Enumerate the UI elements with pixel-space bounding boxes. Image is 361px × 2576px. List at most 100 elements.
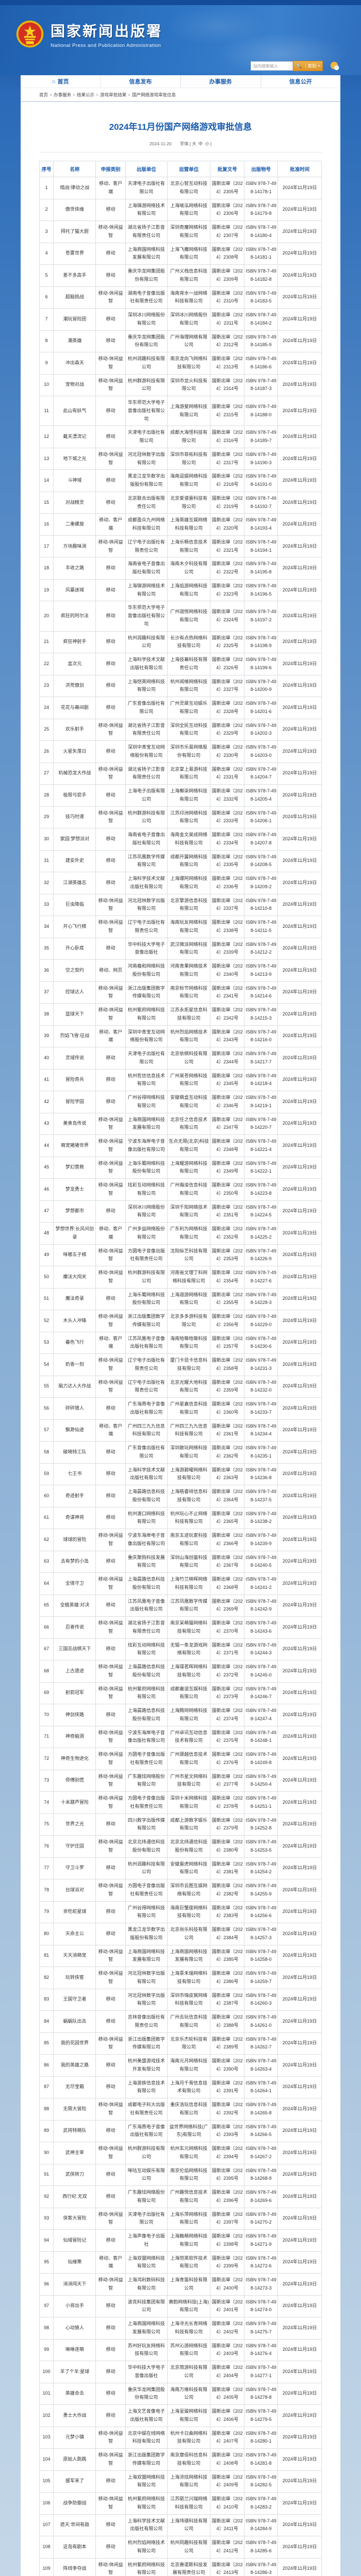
col-approve-date: 2024年11月19日 (277, 2448, 322, 2471)
nav-item-label: 首页 (57, 79, 69, 85)
col-approve-date: 2024年11月19日 (277, 513, 322, 536)
col-publisher: 杭州润趣科技有限公司 (125, 352, 168, 375)
col-approval-no: 国新出审〔2024〕2374号 (210, 1704, 245, 1726)
table-row: 85 我的花园世界 移动-休闲益智 浙江出版集团数字传媒有限公司 北京乐杰轮科技有限公司… (39, 2032, 322, 2055)
col-isbn: ISBN 978-7-498-14213-9 (244, 959, 278, 982)
col-category: 移动-休闲益智 (95, 1748, 126, 1770)
col-isbn: ISBN 978-7-498-14193-4 (244, 513, 278, 536)
search-input[interactable] (251, 61, 293, 71)
col-approval-no: 国新出审〔2024〕2306号 (210, 198, 245, 221)
col-operator: 深圳山海创量科技有限公司 (167, 1550, 211, 1573)
col-publisher: 广州谷得网络科技有限公司 (125, 1901, 168, 1923)
col-publisher: 华东师范大学电子音像出版社有限公司 (125, 601, 168, 632)
col-publisher: 成都盈众九州网络科技有限公司 (125, 513, 168, 536)
table-row: 57 飘渺仙途 移动、客户端 广州四三九九信息科技有限公司 广州四三九九信息科技有限公司… (39, 1419, 322, 1442)
col-no: 86 (39, 2054, 54, 2077)
col-no: 42 (39, 1091, 54, 1113)
col-approve-date: 2024年11月19日 (277, 1704, 322, 1726)
col-isbn: ISBN 978-7-498-14208-5 (244, 850, 278, 872)
col-publisher: 方圆电子音像出版社有限责任公司 (125, 1748, 168, 1770)
col-category: 移动 (95, 1704, 126, 1726)
col-category: 移动-休闲益智 (95, 2142, 126, 2164)
col-no: 31 (39, 850, 54, 872)
col-operator: 江苏印洲网络科技有限公司 (167, 806, 211, 828)
nav-item-信息发布[interactable]: 信息发布 (101, 75, 181, 88)
col-approve-date: 2024年11月19日 (277, 916, 322, 938)
col-publisher: 华中科技大学电子音像出版社 (125, 937, 168, 960)
col-approval-no: 国新出审〔2024〕2344号 (210, 1047, 245, 1070)
col-name: 梦龙勇士 (53, 1178, 96, 1201)
col-approve-date: 2024年11月19日 (277, 828, 322, 851)
col-publisher: 杭州紫府网络科技有限公司 (125, 2557, 168, 2576)
breadcrumb-sep: > (50, 92, 52, 97)
col-isbn: ISBN 978-7-498-14202-3 (244, 718, 278, 741)
col-approve-date: 2024年11月19日 (277, 806, 322, 828)
nav-item-办事服务[interactable]: 办事服务 (180, 75, 261, 88)
col-approve-date: 2024年11月19日 (277, 1419, 322, 1442)
font-size-medium[interactable]: 中 (198, 141, 203, 146)
col-name: 潮玩冒险团 (53, 308, 96, 331)
table-row: 20 疯狂的阿尔法 移动 华东师范大学电子音像出版社有限公司 广州迦悦网络科技有限公司国… (39, 601, 322, 632)
col-name: 拜托了猫大厨 (53, 221, 96, 243)
col-no: 65 (39, 1594, 54, 1617)
col-approval-no: 国新出审〔2024〕2365号 (210, 1506, 245, 1529)
col-name: 地下城之光 (53, 447, 96, 470)
col-isbn: ISBN 978-7-498-14282-5 (244, 2470, 278, 2493)
col-operator: 北京掌上易游科技有限公司 (167, 762, 211, 785)
breadcrumb-item[interactable]: 游戏审批结果 (100, 92, 126, 97)
breadcrumb-item[interactable]: 首页 (39, 92, 48, 97)
col-isbn: ISBN 978-7-498-14257-3 (244, 1923, 278, 1945)
site-brand[interactable]: 国家新闻出版署 National Press and Publication A… (15, 20, 162, 48)
nav-item-首页[interactable]: ⌂ 首页 (21, 75, 101, 88)
table-row: 109 阵线争夺战 移动-休闲益智 杭州紫府网络科技有限公司 北京赛诺斯科技发展有限责任… (39, 2557, 322, 2576)
site-title-cn: 国家新闻出版署 (51, 23, 163, 39)
col-operator: 成都大海怪科技有限公司 (167, 426, 211, 448)
col-approve-date: 2024年11月19日 (277, 1091, 322, 1113)
nav-item-信息公开[interactable]: 信息公开 (261, 75, 340, 88)
col-name: 宠物对战 (53, 374, 96, 396)
col-publisher: 广州谷得网络科技有限公司 (125, 1091, 168, 1113)
table-row: 108 这岛有剧本 移动 杭州烈焰网络技术有限公司 杭州同趣科技有限公司 国新出审〔202… (39, 2536, 322, 2558)
col-category: 移动-休闲益智 (95, 1353, 126, 1376)
search-category-label: 类别 (307, 63, 317, 69)
col-isbn: ISBN 978-7-498-14197-2 (244, 601, 278, 632)
col-operator: 广州灵犀互动娱乐有限公司 (167, 697, 211, 719)
table-row: 8 潮英雄 移动 重庆华龙网集团股份有限公司 广州海理网络有限公司 国新出审〔2024〕2… (39, 330, 322, 352)
breadcrumb-item[interactable]: 办事服务 (53, 92, 71, 97)
col-no: 16 (39, 513, 54, 536)
col-isbn: ISBN 978-7-498-14246-7 (244, 1682, 278, 1704)
col-approve-date: 2024年11月19日 (277, 1879, 322, 1902)
col-isbn: ISBN 978-7-498-14187-3 (244, 374, 278, 396)
font-size-large[interactable]: 大 (192, 141, 196, 146)
col-approval-no: 国新出审〔2024〕2347号 (210, 1112, 245, 1135)
col-no: 39 (39, 1025, 54, 1047)
col-operator: 安徽萌盒互动科技有限公司 (167, 1091, 211, 1113)
col-isbn: ISBN 978-7-498-14178-1 (244, 177, 278, 199)
col-approve-date: 2024年11月19日 (277, 2010, 322, 2033)
table-row: 100 羊了个羊:星球 移动 华中科技大学电子音像出版社 北京简游科技有限公司 国新出审〔… (39, 2361, 322, 2383)
col-isbn: ISBN 978-7-498-14219-1 (244, 1091, 278, 1113)
breadcrumb-sep: > (127, 92, 130, 97)
col-name: 援军来了 (53, 2470, 96, 2493)
col-name: 灵域传说 (53, 1047, 96, 1070)
col-no: 21 (39, 631, 54, 653)
search-button[interactable]: 🔍 | 类别 ▾ (293, 61, 323, 71)
col-operator: 深圳全民互动科技有限公司 (167, 718, 211, 741)
breadcrumb-item[interactable]: 结果公示 (76, 92, 94, 97)
col-category: 移动 (95, 828, 126, 851)
col-publisher: 重庆华龙网集团股份有限公司 (125, 2382, 168, 2405)
col-name: 潮英雄 (53, 330, 96, 352)
col-approval-no: 国新出审〔2024〕2331号 (210, 762, 245, 785)
table-row: 31 建安外史 移动 江苏凤凰数字传媒有限公司 成都开翼网络科技有限公司 国新出审〔202… (39, 850, 322, 872)
col-category: 移动-休闲益智 (95, 2098, 126, 2121)
col-no: 87 (39, 2076, 54, 2098)
wechat-share-icon[interactable] (330, 61, 339, 71)
font-size-small[interactable]: 小 (205, 141, 209, 146)
col-name: 奇谋神将 (53, 1506, 96, 1529)
col-approval-no: 国新出审〔2024〕2383号 (210, 1901, 245, 1923)
col-isbn: ISBN 978-7-498-14203-0 (244, 740, 278, 763)
breadcrumb-item[interactable]: 国产网络游戏审批信息 (132, 92, 176, 97)
col-isbn: ISBN 978-7-498-14225-2 (244, 1222, 278, 1245)
col-isbn: ISBN 978-7-498-14268-9 (244, 2163, 278, 2186)
table-row: 81 天天消萌宠 移动-休闲益智 上海商国网络科技发展有限公司 上海商国网络科技发展有限… (39, 1944, 322, 1967)
